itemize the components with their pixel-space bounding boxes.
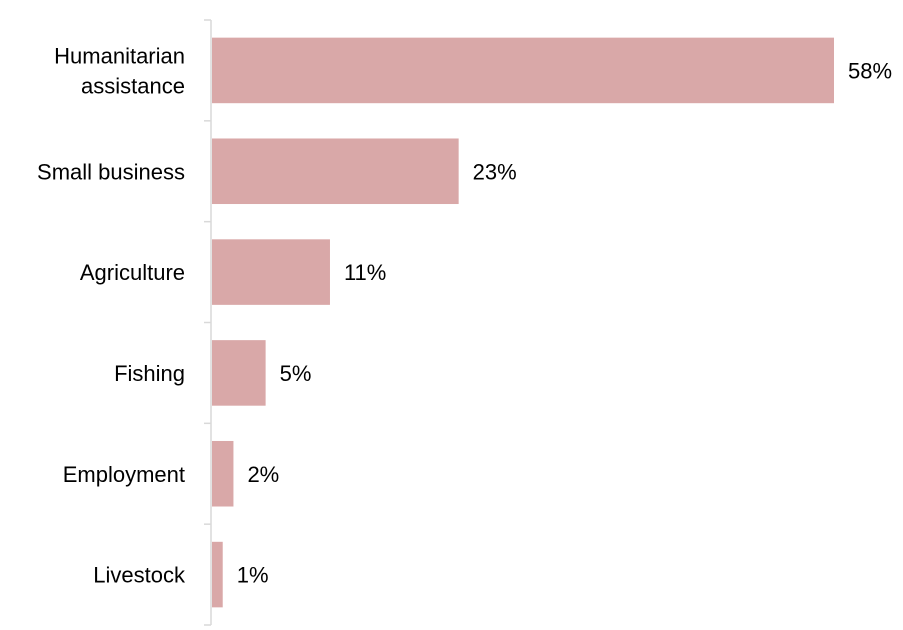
value-label: 2% — [247, 462, 279, 487]
value-labels: 58% 23% 11% 5% 2% 1% — [237, 58, 892, 587]
category-axis — [204, 19, 212, 626]
category-label: Small business — [37, 159, 185, 184]
bar — [212, 340, 266, 406]
category-label-line: Agriculture — [80, 260, 185, 285]
category-label: Humanitarian assistance — [54, 43, 185, 98]
category-labels: Humanitarian assistance Small business Agri… — [37, 43, 186, 587]
bar — [212, 239, 330, 305]
value-label: 5% — [280, 361, 312, 386]
bar — [212, 541, 223, 608]
category-label: Agriculture — [80, 260, 185, 285]
category-label-line: Humanitarian — [54, 43, 185, 68]
bars — [212, 37, 834, 608]
category-label: Employment — [63, 462, 185, 487]
bar — [212, 440, 234, 507]
bar — [212, 37, 834, 104]
bar — [212, 138, 459, 205]
category-label: Livestock — [93, 563, 186, 588]
category-label-line: Small business — [37, 159, 185, 184]
value-label: 23% — [473, 159, 517, 184]
value-label: 1% — [237, 563, 269, 588]
category-label-line: assistance — [81, 73, 185, 98]
value-label: 11% — [344, 260, 386, 285]
category-label: Fishing — [114, 361, 185, 386]
category-label-line: Fishing — [114, 361, 185, 386]
category-label-line: Livestock — [93, 563, 186, 588]
value-label: 58% — [848, 58, 892, 83]
category-label-line: Employment — [63, 462, 185, 487]
